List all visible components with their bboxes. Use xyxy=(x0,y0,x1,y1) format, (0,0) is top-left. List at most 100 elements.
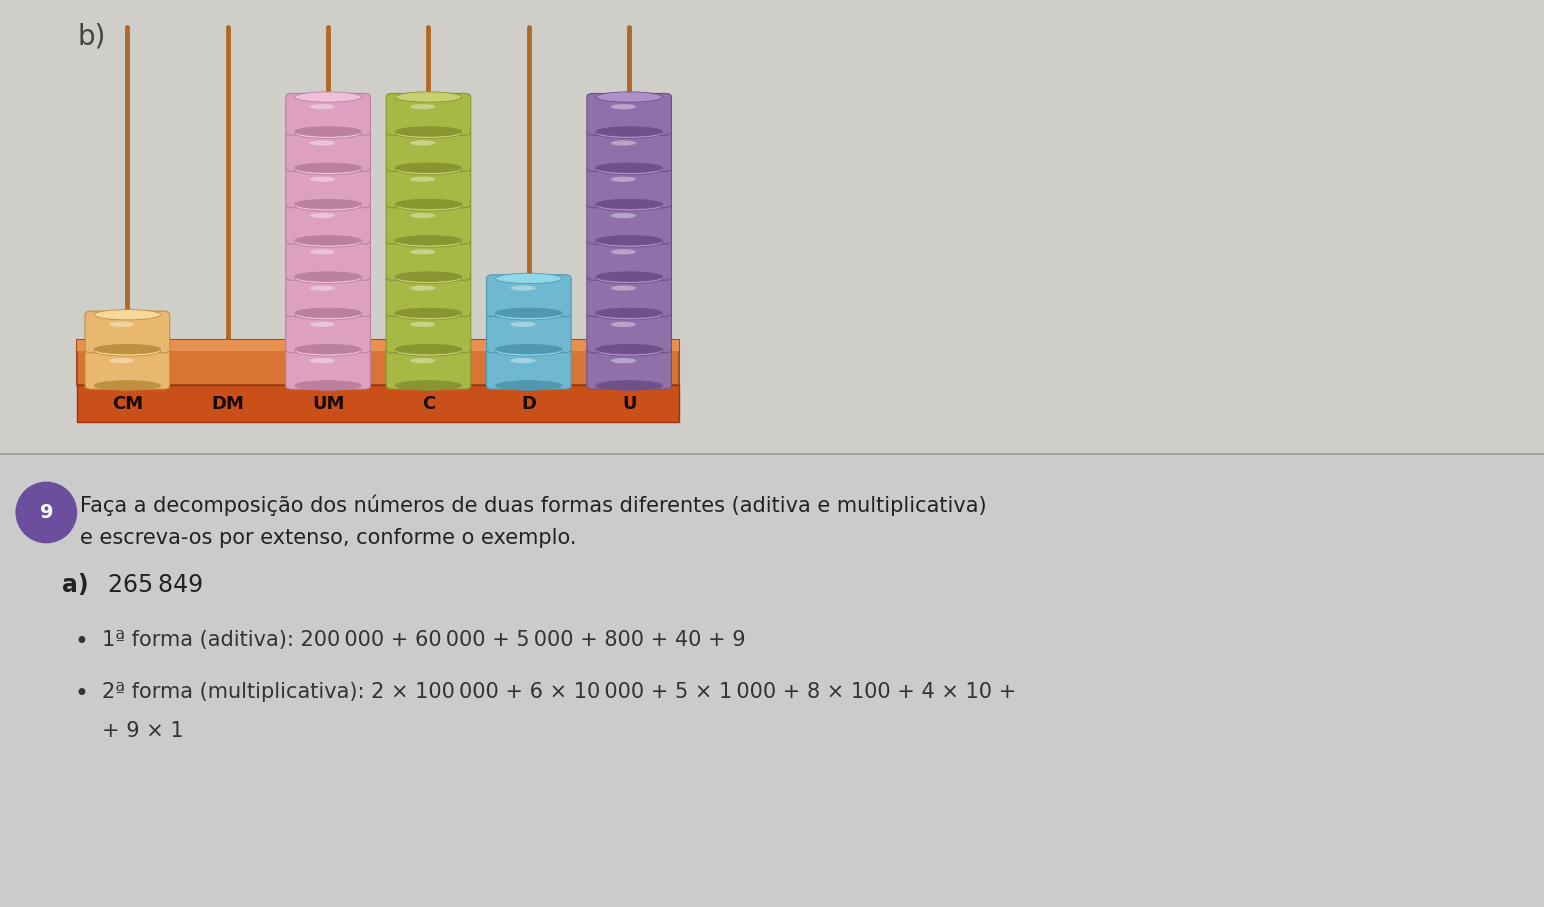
FancyBboxPatch shape xyxy=(77,385,679,422)
Ellipse shape xyxy=(596,163,662,172)
FancyBboxPatch shape xyxy=(286,166,371,208)
Ellipse shape xyxy=(395,272,462,281)
Bar xyxy=(0,454,1544,907)
Ellipse shape xyxy=(596,381,662,390)
Ellipse shape xyxy=(295,163,361,172)
FancyBboxPatch shape xyxy=(386,239,471,280)
Ellipse shape xyxy=(295,200,361,209)
Ellipse shape xyxy=(411,249,435,254)
Text: 1ª forma (aditiva): 200 000 + 60 000 + 5 000 + 800 + 40 + 9: 1ª forma (aditiva): 200 000 + 60 000 + 5… xyxy=(102,630,746,650)
Ellipse shape xyxy=(310,286,335,290)
FancyBboxPatch shape xyxy=(587,239,672,280)
Text: U: U xyxy=(622,395,636,413)
FancyBboxPatch shape xyxy=(386,275,471,317)
Ellipse shape xyxy=(411,213,435,218)
FancyBboxPatch shape xyxy=(587,311,672,353)
Ellipse shape xyxy=(310,141,335,145)
FancyBboxPatch shape xyxy=(386,202,471,244)
FancyBboxPatch shape xyxy=(286,93,371,135)
Ellipse shape xyxy=(611,286,636,290)
Ellipse shape xyxy=(496,308,562,317)
Ellipse shape xyxy=(395,237,462,248)
Ellipse shape xyxy=(395,309,462,320)
Ellipse shape xyxy=(411,141,435,145)
Text: CM: CM xyxy=(111,395,144,413)
FancyBboxPatch shape xyxy=(386,311,471,353)
FancyBboxPatch shape xyxy=(77,340,679,385)
Ellipse shape xyxy=(110,358,134,363)
Text: b): b) xyxy=(77,23,105,51)
Ellipse shape xyxy=(310,104,335,109)
Ellipse shape xyxy=(395,128,462,139)
Text: Faça a decomposição dos números de duas formas diferentes (aditiva e multiplicat: Faça a decomposição dos números de duas … xyxy=(80,494,987,516)
Text: •: • xyxy=(74,682,88,706)
Ellipse shape xyxy=(611,104,636,109)
Ellipse shape xyxy=(94,346,161,356)
FancyBboxPatch shape xyxy=(386,166,471,208)
Text: 2ª forma (multiplicativa): 2 × 100 000 + 6 × 10 000 + 5 × 1 000 + 8 × 100 + 4 × : 2ª forma (multiplicativa): 2 × 100 000 +… xyxy=(102,682,1016,702)
Ellipse shape xyxy=(596,92,662,102)
Ellipse shape xyxy=(15,482,77,543)
FancyBboxPatch shape xyxy=(85,347,170,389)
Ellipse shape xyxy=(596,200,662,211)
Ellipse shape xyxy=(395,346,462,356)
Ellipse shape xyxy=(611,322,636,327)
Ellipse shape xyxy=(611,177,636,181)
Ellipse shape xyxy=(295,381,361,390)
Ellipse shape xyxy=(395,163,462,172)
Ellipse shape xyxy=(295,346,361,356)
Ellipse shape xyxy=(511,322,536,327)
Ellipse shape xyxy=(94,381,161,390)
Bar xyxy=(77,340,679,351)
FancyBboxPatch shape xyxy=(486,311,571,353)
FancyBboxPatch shape xyxy=(587,275,672,317)
Ellipse shape xyxy=(496,346,562,356)
Ellipse shape xyxy=(395,127,462,136)
Text: D: D xyxy=(522,395,536,413)
Ellipse shape xyxy=(295,128,361,139)
FancyBboxPatch shape xyxy=(286,239,371,280)
Ellipse shape xyxy=(295,92,361,102)
Ellipse shape xyxy=(611,249,636,254)
Ellipse shape xyxy=(395,92,462,102)
FancyBboxPatch shape xyxy=(286,347,371,389)
Ellipse shape xyxy=(94,309,161,320)
Ellipse shape xyxy=(295,272,361,281)
Ellipse shape xyxy=(310,358,335,363)
FancyBboxPatch shape xyxy=(587,130,672,171)
FancyBboxPatch shape xyxy=(486,347,571,389)
FancyBboxPatch shape xyxy=(386,347,471,389)
Ellipse shape xyxy=(411,177,435,181)
Ellipse shape xyxy=(596,200,662,209)
Ellipse shape xyxy=(496,273,562,284)
FancyBboxPatch shape xyxy=(85,311,170,353)
Ellipse shape xyxy=(110,322,134,327)
FancyBboxPatch shape xyxy=(587,93,672,135)
Ellipse shape xyxy=(295,237,361,248)
Ellipse shape xyxy=(411,358,435,363)
FancyBboxPatch shape xyxy=(587,202,672,244)
Ellipse shape xyxy=(395,345,462,354)
Ellipse shape xyxy=(411,322,435,327)
Text: + 9 × 1: + 9 × 1 xyxy=(102,721,184,741)
Ellipse shape xyxy=(411,286,435,290)
Ellipse shape xyxy=(295,308,361,317)
Ellipse shape xyxy=(310,249,335,254)
FancyBboxPatch shape xyxy=(587,166,672,208)
Ellipse shape xyxy=(596,346,662,356)
FancyBboxPatch shape xyxy=(386,93,471,135)
Ellipse shape xyxy=(411,104,435,109)
FancyBboxPatch shape xyxy=(286,275,371,317)
Ellipse shape xyxy=(310,322,335,327)
Ellipse shape xyxy=(395,273,462,284)
FancyBboxPatch shape xyxy=(386,130,471,171)
FancyBboxPatch shape xyxy=(286,311,371,353)
Ellipse shape xyxy=(596,127,662,136)
Ellipse shape xyxy=(496,345,562,354)
Ellipse shape xyxy=(596,272,662,281)
Ellipse shape xyxy=(611,141,636,145)
Ellipse shape xyxy=(295,345,361,354)
Ellipse shape xyxy=(596,273,662,284)
Ellipse shape xyxy=(395,381,462,390)
FancyBboxPatch shape xyxy=(286,202,371,244)
